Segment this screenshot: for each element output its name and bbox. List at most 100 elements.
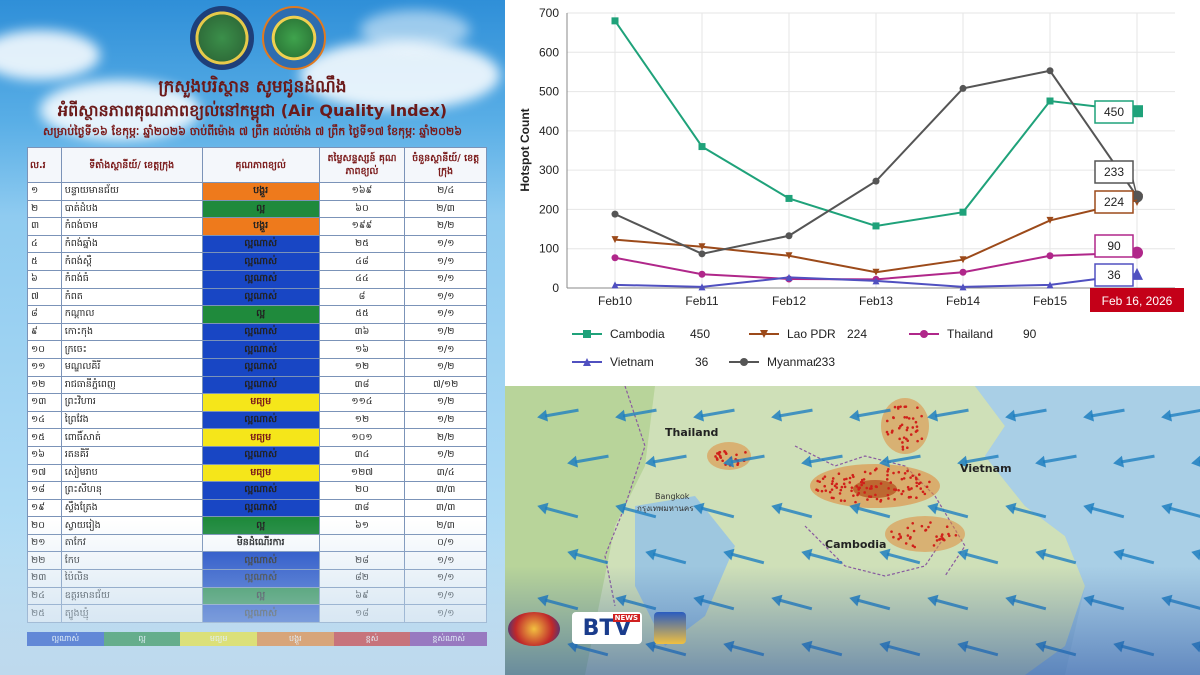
fire-point [911,474,914,478]
row-number: ២ [27,199,62,219]
fire-point [889,481,893,484]
row-stations: ១/២ [404,445,487,465]
fire-point [831,479,834,483]
data-point [1046,252,1054,260]
wind-arrow [537,408,579,422]
row-province: កំពង់ឆ្នាំង [60,234,203,254]
fire-point [875,485,878,489]
fire-point [718,450,722,454]
y-tick-label: 100 [539,242,559,256]
table-row: ២បាត់ដំបង ល្អ ៦០ ២/៣ [27,199,487,219]
x-tick-label: Feb15 [1033,294,1067,308]
btv-logo: BTV NEWS [572,612,642,644]
row-stations: ១/២ [404,322,487,342]
fire-point [906,446,909,449]
fire-point [924,528,928,532]
row-number: ១៩ [27,498,62,518]
fire-point [901,489,905,493]
wind-arrow [615,408,657,422]
data-point [785,232,793,240]
row-quality: ល្អណាស់ [201,357,320,377]
row-province: មណ្ឌលគិរី [60,357,203,377]
legend-item: ខ្ពស់ណាស់ [410,632,488,646]
row-province: កណ្ដាល [60,305,203,324]
fire-point [717,453,721,456]
data-point [872,268,880,276]
tvk-logo [508,612,560,646]
row-aqi-value: ៦០ [318,199,406,219]
row-aqi-value: ១៦ [318,340,406,359]
ministry-info-logo [654,612,686,644]
fire-point [893,405,897,409]
row-stations: ២/៣ [404,516,487,535]
row-number: ៧ [27,287,62,307]
legend-series-name: Lao PDR [787,327,836,341]
row-aqi-value: ២៨ [318,551,406,571]
y-tick-label: 500 [539,85,559,99]
fire-point [865,486,869,490]
row-province: បន្ទាយមានជ័យ [60,182,203,201]
fire-point [906,526,910,530]
row-province: កំពង់ចាម [60,217,203,236]
header-stations: ចំនួនស្ថានីយ៍/ ខេត្តក្រុង [404,147,487,183]
row-province: ពោធិ៍សាត់ [60,428,203,447]
fire-point [874,493,877,497]
table-row: ២២ កែប ល្អណាស់ ២៨ ១/១ [27,551,487,571]
fire-point [897,537,900,541]
row-number: ៩ [27,322,62,342]
fire-point [835,486,839,489]
legend-marker [740,358,748,366]
x-tick-label: Feb 16, 2026 [1102,294,1173,308]
fire-point [912,529,916,533]
row-number: ៨ [27,305,62,324]
btv-news-badge: NEWS [612,614,640,622]
fire-point [909,476,912,479]
data-point [872,222,880,230]
row-number: ២៣ [27,569,62,588]
fire-point [719,455,722,459]
y-axis-label: Hotspot Count [518,108,532,191]
fire-point [821,477,825,480]
fire-point [854,500,857,504]
row-aqi-value: ៨២ [318,569,406,588]
row-quality: ល្អណាស់ [201,481,320,500]
fire-point [907,495,911,499]
row-quality: ល្អណាស់ [201,551,320,571]
fire-point [911,544,915,547]
table-row: ២៥ ត្បូងឃ្មុំ ល្អណាស់ ១៨ ១/១ [27,604,487,623]
fire-point [909,433,913,436]
fire-point [885,430,889,434]
fire-point [886,432,890,436]
row-number: ២៤ [27,586,62,606]
fire-point [870,484,873,488]
wind-arrow [801,454,843,468]
row-stations: ១/១ [404,586,487,606]
fire-point [900,492,903,496]
row-stations: ០/១ [404,533,487,553]
fire-point [850,486,854,489]
fire-point [837,472,841,475]
data-point [611,210,619,218]
data-label-box [1094,263,1134,287]
hotspot-zone [885,516,965,552]
row-quality: ល្អណាស់ [201,269,320,289]
fire-point [815,488,818,491]
fire-point [856,493,859,497]
fire-point [886,473,889,477]
row-stations: ១/១ [404,340,487,359]
wind-arrow [957,548,999,565]
wind-arrow [771,408,813,422]
row-number: ២០ [27,516,62,535]
fire-point [898,532,901,536]
fire-point [816,479,819,483]
wind-arrow [645,454,687,468]
fire-point [859,480,863,484]
fire-point [839,499,843,502]
data-point [611,281,619,289]
row-quality: ល្អណាស់ [201,252,320,271]
fire-point [915,477,918,481]
wind-arrow [927,408,969,422]
fire-point [832,496,835,500]
data-point [872,177,880,185]
y-tick-label: 200 [539,202,559,216]
